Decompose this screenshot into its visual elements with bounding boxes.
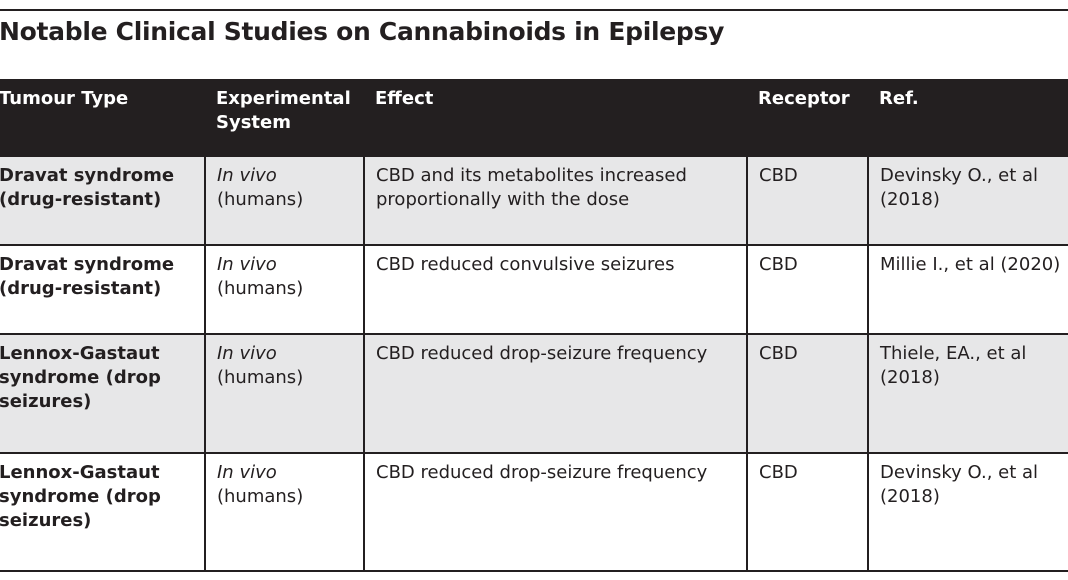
system-italic-text: In vivo	[217, 254, 277, 275]
cell-tumour-type: Dravat syndrome (drug-resistant)	[0, 155, 205, 246]
table-row: Lennox-Gastaut syndrome (drop seizures) …	[0, 334, 1068, 454]
table-row: Lennox-Gastaut syndrome (drop seizures) …	[0, 453, 1068, 572]
cell-tumour-type: Lennox-Gastaut syndrome (drop seizures)	[0, 334, 205, 454]
table-body: Dravat syndrome (drug-resistant) In vivo…	[0, 155, 1068, 572]
cell-receptor: CBD	[746, 334, 868, 454]
system-italic-text: In vivo	[217, 165, 277, 186]
top-rule	[0, 9, 1068, 11]
cell-ref: Thiele, EA., et al (2018)	[867, 334, 1068, 454]
page-title: Notable Clinical Studies on Cannabinoids…	[0, 17, 725, 46]
cell-experimental-system: In vivo (humans)	[204, 334, 364, 454]
cell-experimental-system: In vivo (humans)	[204, 453, 364, 572]
cell-ref: Devinsky O., et al (2018)	[867, 453, 1068, 572]
system-italic-text: In vivo	[217, 462, 277, 483]
system-rest-text: (humans)	[217, 278, 304, 299]
column-header-system: Experimental System	[205, 79, 364, 156]
cell-effect: CBD reduced drop-seizure frequency	[363, 334, 747, 454]
system-rest-text: (humans)	[217, 367, 304, 388]
table-header: Tumour Type Experimental System Effect R…	[0, 79, 1068, 156]
cell-ref: Millie I., et al (2020)	[867, 245, 1068, 335]
table-row: Dravat syndrome (drug-resistant) In vivo…	[0, 155, 1068, 246]
cell-tumour-type: Dravat syndrome (drug-resistant)	[0, 245, 205, 335]
cell-tumour-type: Lennox-Gastaut syndrome (drop seizures)	[0, 453, 205, 572]
cell-receptor: CBD	[746, 453, 868, 572]
cell-experimental-system: In vivo (humans)	[204, 245, 364, 335]
cell-effect: CBD and its metabolites increased propor…	[363, 155, 747, 246]
studies-table: Tumour Type Experimental System Effect R…	[0, 79, 1068, 572]
column-header-effect: Effect	[364, 79, 747, 156]
system-italic-text: In vivo	[217, 343, 277, 364]
table-row: Dravat syndrome (drug-resistant) In vivo…	[0, 245, 1068, 335]
column-header-ref: Ref.	[868, 79, 1068, 156]
cell-ref: Devinsky O., et al (2018)	[867, 155, 1068, 246]
system-rest-text: (humans)	[217, 486, 304, 507]
column-header-type: Tumour Type	[0, 79, 205, 156]
cell-experimental-system: In vivo (humans)	[204, 155, 364, 246]
column-header-receptor: Receptor	[747, 79, 868, 156]
cell-receptor: CBD	[746, 245, 868, 335]
header-row: Tumour Type Experimental System Effect R…	[0, 79, 1068, 156]
cell-receptor: CBD	[746, 155, 868, 246]
system-rest-text: (humans)	[217, 189, 304, 210]
cell-effect: CBD reduced convulsive seizures	[363, 245, 747, 335]
cell-effect: CBD reduced drop-seizure frequency	[363, 453, 747, 572]
